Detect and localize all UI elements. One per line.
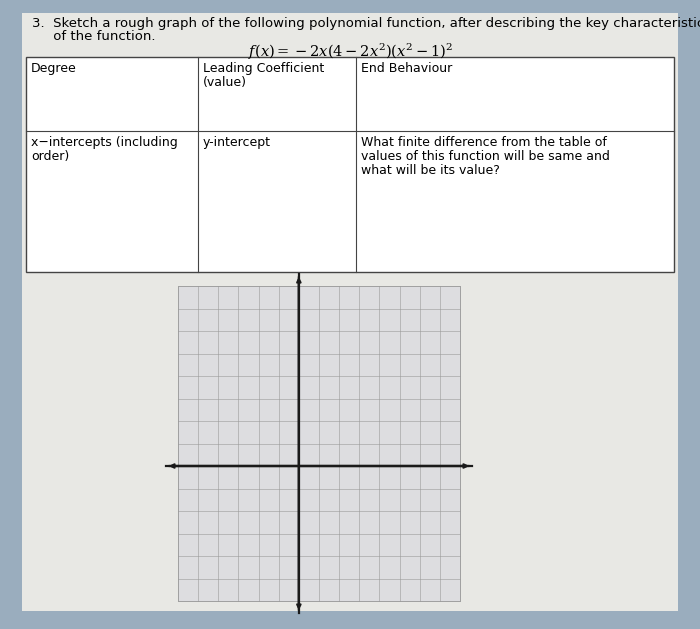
Bar <box>26 57 674 272</box>
Text: End Behaviour: End Behaviour <box>361 62 453 75</box>
Text: of the function.: of the function. <box>32 30 155 43</box>
Text: what will be its value?: what will be its value? <box>361 164 500 177</box>
Text: Leading Coefficient: Leading Coefficient <box>203 62 324 75</box>
Text: y-intercept: y-intercept <box>203 136 271 149</box>
Text: order): order) <box>31 150 69 163</box>
Text: Degree: Degree <box>31 62 77 75</box>
Text: x−intercepts (including: x−intercepts (including <box>31 136 178 149</box>
Text: What finite difference from the table of: What finite difference from the table of <box>361 136 608 149</box>
Text: values of this function will be same and: values of this function will be same and <box>361 150 610 163</box>
Bar <box>178 286 460 601</box>
Text: $f(x) = -2x(4 - 2x^2)(x^2 - 1)^2$: $f(x) = -2x(4 - 2x^2)(x^2 - 1)^2$ <box>248 42 452 62</box>
Text: (value): (value) <box>203 76 246 89</box>
Text: 3.  Sketch a rough graph of the following polynomial function, after describing : 3. Sketch a rough graph of the following… <box>32 17 700 30</box>
